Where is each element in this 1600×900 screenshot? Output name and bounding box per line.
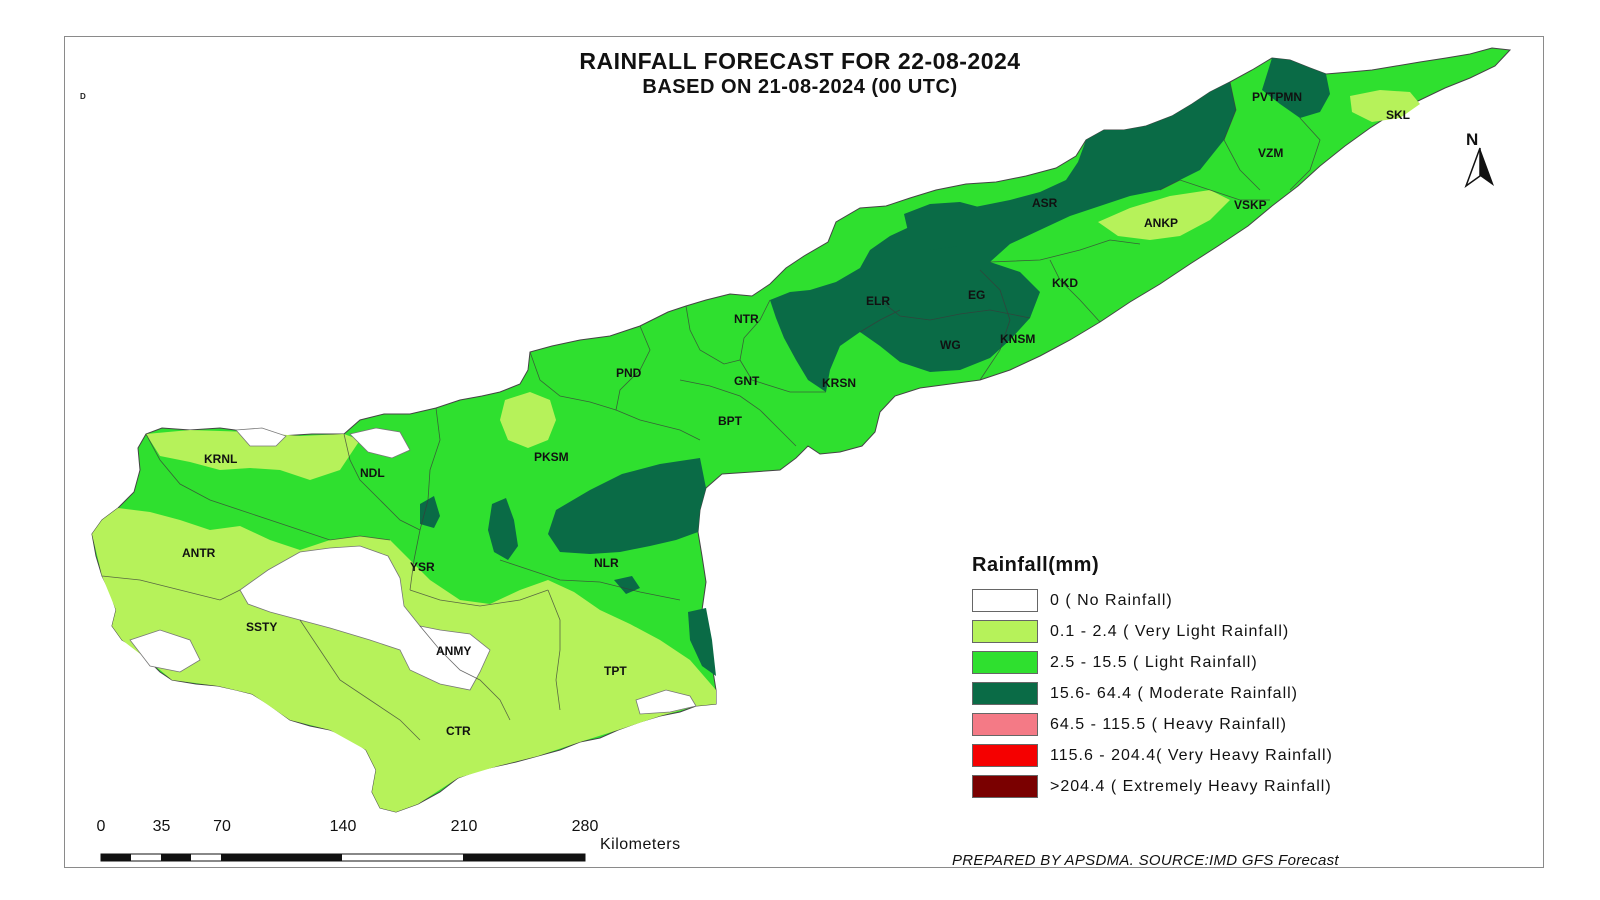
district-label-bpt: BPT bbox=[718, 414, 742, 428]
legend-label: 2.5 - 15.5 ( Light Rainfall) bbox=[1050, 653, 1258, 671]
region-no-rain-center bbox=[239, 545, 491, 691]
legend-label: 15.6- 64.4 ( Moderate Rainfall) bbox=[1050, 684, 1298, 702]
scale-tick: 35 bbox=[152, 818, 171, 835]
scale-tick: 280 bbox=[571, 818, 599, 835]
legend-label: 0 ( No Rainfall) bbox=[1050, 591, 1173, 609]
legend-swatch bbox=[972, 620, 1038, 643]
district-label-ssty: SSTY bbox=[246, 620, 278, 634]
scale-tick: 70 bbox=[213, 818, 231, 835]
map-subtitle: BASED ON 21-08-2024 (00 UTC) bbox=[642, 76, 958, 98]
region-moderate-strip1 bbox=[488, 498, 518, 560]
district-label-ctr: CTR bbox=[446, 724, 471, 738]
map-title: RAINFALL FORECAST FOR 22-08-2024 bbox=[579, 48, 1021, 74]
district-label-knsm: KNSM bbox=[1000, 332, 1036, 346]
region-moderate-coast bbox=[548, 458, 706, 554]
legend-item: 0 ( No Rainfall) bbox=[972, 585, 1333, 616]
district-label-elr: ELR bbox=[866, 294, 890, 308]
legend-swatch bbox=[972, 589, 1038, 612]
district-label-asr: ASR bbox=[1032, 196, 1058, 210]
legend-title: Rainfall(mm) bbox=[972, 554, 1100, 576]
legend-swatch bbox=[972, 744, 1038, 767]
scale-unit: Kilometers bbox=[600, 836, 681, 853]
legend-label: 115.6 - 204.4( Very Heavy Rainfall) bbox=[1050, 746, 1333, 764]
district-label-krnl: KRNL bbox=[204, 452, 238, 466]
district-boundaries bbox=[101, 81, 1321, 741]
region-moderate-tpt-coast bbox=[688, 608, 716, 676]
corner-mark: D bbox=[80, 92, 86, 101]
legend-swatch bbox=[972, 713, 1038, 736]
legend: Rainfall(mm) 0 ( No Rainfall) 0.1 - 2.4 (… bbox=[972, 554, 1333, 802]
region-no-rain-se bbox=[635, 689, 697, 715]
legend-label: >204.4 ( Extremely Heavy Rainfall) bbox=[1050, 777, 1332, 795]
district-label-vzm: VZM bbox=[1258, 146, 1284, 160]
district-label-pksm: PKSM bbox=[534, 450, 569, 464]
region-no-rain-north bbox=[235, 427, 287, 447]
district-label-vskp: VSKP bbox=[1234, 198, 1267, 212]
scale: 0 35 70 140 210 280 Kilometers bbox=[96, 818, 718, 858]
region-very-light-pksm bbox=[500, 392, 556, 448]
district-label-krsn: KRSN bbox=[822, 376, 857, 390]
legend-label: 64.5 - 115.5 ( Heavy Rainfall) bbox=[1050, 715, 1287, 733]
scale-tick: 140 bbox=[329, 818, 357, 835]
district-label-ankp: ANKP bbox=[1144, 216, 1179, 230]
legend-item: 2.5 - 15.5 ( Light Rainfall) bbox=[972, 647, 1333, 678]
region-moderate-north bbox=[1262, 58, 1330, 118]
region-moderate-east-patch bbox=[904, 202, 990, 250]
legend-swatch bbox=[972, 682, 1038, 705]
district-label-ntr: NTR bbox=[734, 312, 759, 326]
scale-tick: 210 bbox=[450, 818, 478, 835]
legend-item: 64.5 - 115.5 ( Heavy Rainfall) bbox=[972, 709, 1333, 740]
district-label-pvtpmn: PVTPMN bbox=[1252, 90, 1303, 104]
legend-item: >204.4 ( Extremely Heavy Rainfall) bbox=[972, 771, 1333, 802]
district-label-tpt: TPT bbox=[604, 664, 627, 678]
legend-item: 15.6- 64.4 ( Moderate Rainfall) bbox=[972, 678, 1333, 709]
north-arrow-icon bbox=[1464, 147, 1494, 189]
region-very-light-skl bbox=[1350, 90, 1420, 122]
district-label-nlr: NLR bbox=[594, 556, 619, 570]
region-no-rain-sw bbox=[129, 629, 201, 673]
district-label-eg: EG bbox=[968, 288, 986, 302]
region-very-light-ankp bbox=[1098, 190, 1230, 240]
scale-bar bbox=[100, 853, 586, 862]
legend-item: 0.1 - 2.4 ( Very Light Rainfall) bbox=[972, 616, 1333, 647]
district-label-gnt: GNT bbox=[734, 374, 760, 388]
district-label-kkd: KKD bbox=[1052, 276, 1078, 290]
map-frame bbox=[64, 36, 1544, 868]
district-label-ysr: YSR bbox=[410, 560, 435, 574]
district-label-wg: WG bbox=[940, 338, 961, 352]
legend-label: 0.1 - 2.4 ( Very Light Rainfall) bbox=[1050, 622, 1290, 640]
legend-rows: 0 ( No Rainfall) 0.1 - 2.4 ( Very Light R… bbox=[972, 585, 1333, 802]
district-label-skl: SKL bbox=[1386, 108, 1410, 122]
legend-swatch bbox=[972, 775, 1038, 798]
district-label-ndl: NDL bbox=[360, 466, 385, 480]
scale-tick: 0 bbox=[96, 818, 106, 835]
region-moderate-asr bbox=[770, 82, 1236, 392]
district-label-pnd: PND bbox=[616, 366, 642, 380]
district-label-anmy: ANMY bbox=[436, 644, 472, 658]
district-label-antr: ANTR bbox=[182, 546, 216, 560]
north-label: N bbox=[1466, 130, 1479, 149]
region-no-rain-ndl bbox=[349, 427, 411, 459]
region-moderate-small bbox=[614, 576, 640, 594]
region-moderate-strip2 bbox=[420, 496, 440, 528]
source-credit: PREPARED BY APSDMA. SOURCE:IMD GFS Forec… bbox=[952, 852, 1339, 869]
region-very-light-north1 bbox=[146, 430, 360, 480]
legend-item: 115.6 - 204.4( Very Heavy Rainfall) bbox=[972, 740, 1333, 771]
legend-swatch bbox=[972, 651, 1038, 674]
